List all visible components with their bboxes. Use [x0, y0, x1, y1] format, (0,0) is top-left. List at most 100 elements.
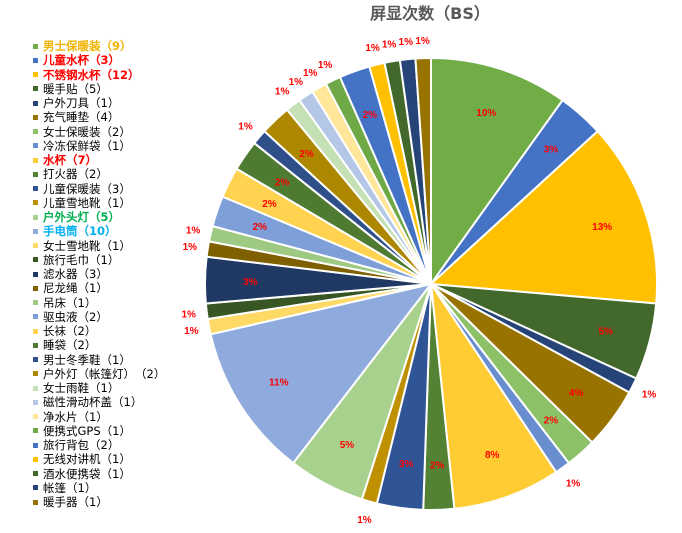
- data-label: 1%: [183, 242, 198, 253]
- legend-swatch: [33, 271, 38, 277]
- legend-item: 暖手器（1）: [33, 495, 165, 509]
- legend-item: 不锈钢水杯（12）: [33, 68, 165, 82]
- legend-swatch: [33, 499, 38, 505]
- legend-swatch: [33, 385, 38, 391]
- data-label: 13%: [592, 222, 612, 233]
- data-label: 1%: [399, 37, 414, 48]
- data-label: 1%: [365, 43, 380, 54]
- legend-label: 暖手器（1）: [43, 495, 108, 509]
- legend-item: 帐篷（1）: [33, 481, 165, 495]
- legend-item: 尼龙绳（1）: [33, 281, 165, 295]
- legend-label: 睡袋（2）: [43, 338, 97, 353]
- legend-swatch: [33, 428, 38, 434]
- data-label: 1%: [238, 121, 253, 132]
- data-label: 1%: [382, 40, 397, 51]
- legend-swatch: [33, 171, 38, 177]
- legend-item: 户外头灯（5）: [33, 210, 165, 224]
- legend-label: 户外灯（帐篷灯） （2）: [43, 366, 166, 381]
- legend-label: 户外头灯（5）: [43, 210, 121, 224]
- data-label: 1%: [642, 390, 657, 401]
- data-label: 5%: [599, 326, 614, 337]
- legend-label: 儿童雪地靴（1）: [43, 195, 131, 210]
- data-label: 2%: [430, 461, 445, 472]
- legend-item: 吊床（1）: [33, 296, 165, 310]
- legend-label: 驱虫液（2）: [43, 309, 108, 324]
- pie-slice-0: [430, 56, 564, 288]
- legend-label: 磁性滑动杯盖（1）: [43, 395, 143, 410]
- legend-label: 手电筒（10）: [43, 224, 117, 239]
- data-label: 1%: [275, 87, 290, 98]
- data-label: 1%: [357, 515, 372, 526]
- legend-label: 冷冻保鲜袋（1）: [43, 138, 131, 153]
- legend-label: 女士雨鞋（1）: [43, 381, 120, 395]
- legend-swatch: [33, 243, 38, 249]
- pie-slice-13: [209, 282, 434, 465]
- legend-label: 暖手贴（5）: [43, 81, 108, 96]
- legend-label: 净水片（1）: [43, 409, 108, 424]
- legend-swatch: [33, 442, 38, 448]
- legend-item: 旅行背包（2）: [33, 438, 165, 452]
- legend-item: 睡袋（2）: [33, 338, 165, 352]
- legend-label: 无线对讲机（1）: [43, 452, 131, 467]
- legend-label: 充气睡垫（4）: [43, 110, 120, 125]
- legend-item: 冷冻保鲜袋（1）: [33, 139, 165, 153]
- legend-swatch: [33, 72, 38, 78]
- legend-label: 便携式GPS（1）: [43, 423, 131, 438]
- legend-item: 滤水器（3）: [33, 267, 165, 281]
- data-label: 3%: [243, 277, 258, 288]
- chart-title: 屏显次数（BS）: [370, 4, 490, 23]
- legend-swatch: [33, 100, 38, 106]
- legend-label: 女士保暖装（2）: [43, 124, 131, 139]
- legend-item: 暖手贴（5）: [33, 82, 165, 96]
- legend-label: 水杯（7）: [43, 153, 98, 167]
- legend-item: 户外刀具（1）: [33, 96, 165, 110]
- legend-item: 女士雨鞋（1）: [33, 381, 165, 395]
- legend-label: 户外刀具（1）: [43, 96, 120, 110]
- legend-swatch: [33, 214, 38, 220]
- legend-item: 户外灯（帐篷灯） （2）: [33, 367, 165, 381]
- legend-item: 女士雪地靴（1）: [33, 239, 165, 253]
- legend-swatch: [33, 314, 38, 320]
- pie-slice-2: [428, 129, 658, 305]
- legend-swatch: [33, 328, 38, 334]
- legend-swatch: [33, 57, 38, 63]
- data-label: 2%: [544, 415, 559, 426]
- legend-item: 旅行毛巾（1）: [33, 253, 165, 267]
- legend-item: 儿童水杯（3）: [33, 53, 165, 67]
- legend-swatch: [33, 114, 38, 120]
- legend-item: 女士保暖装（2）: [33, 125, 165, 139]
- legend-item: 打火器（2）: [33, 167, 165, 181]
- data-label: 1%: [566, 478, 581, 489]
- legend-swatch: [33, 456, 38, 462]
- legend-swatch: [33, 342, 38, 348]
- data-label: 2%: [253, 222, 268, 233]
- legend-label: 旅行毛巾（1）: [43, 252, 120, 267]
- legend-swatch: [33, 143, 38, 149]
- legend-swatch: [33, 300, 38, 306]
- legend-item: 无线对讲机（1）: [33, 452, 165, 466]
- legend-item: 充气睡垫（4）: [33, 110, 165, 124]
- pie-slice-32: [414, 56, 432, 285]
- legend-swatch: [33, 129, 38, 135]
- legend-label: 不锈钢水杯（12）: [43, 67, 140, 82]
- legend-swatch: [33, 414, 38, 420]
- legend-label: 长袜（2）: [43, 324, 97, 338]
- data-label: 2%: [363, 110, 378, 121]
- legend-swatch: [33, 371, 38, 377]
- data-label: 1%: [186, 226, 201, 237]
- data-label: 1%: [318, 60, 333, 71]
- legend-item: 磁性滑动杯盖（1）: [33, 395, 165, 409]
- legend-label: 男士冬季鞋（1）: [43, 352, 131, 367]
- legend-item: 儿童保暖装（3）: [33, 182, 165, 196]
- data-label: 2%: [275, 177, 290, 188]
- legend-label: 儿童保暖装（3）: [43, 181, 131, 196]
- data-label: 5%: [340, 440, 355, 451]
- data-label: 11%: [269, 378, 289, 389]
- legend-label: 帐篷（1）: [43, 480, 97, 495]
- data-label: 4%: [569, 388, 584, 399]
- data-label: 2%: [262, 199, 277, 210]
- data-label: 1%: [181, 309, 196, 320]
- legend-item: 男士冬季鞋（1）: [33, 353, 165, 367]
- legend-swatch: [33, 200, 38, 206]
- legend-item: 净水片（1）: [33, 410, 165, 424]
